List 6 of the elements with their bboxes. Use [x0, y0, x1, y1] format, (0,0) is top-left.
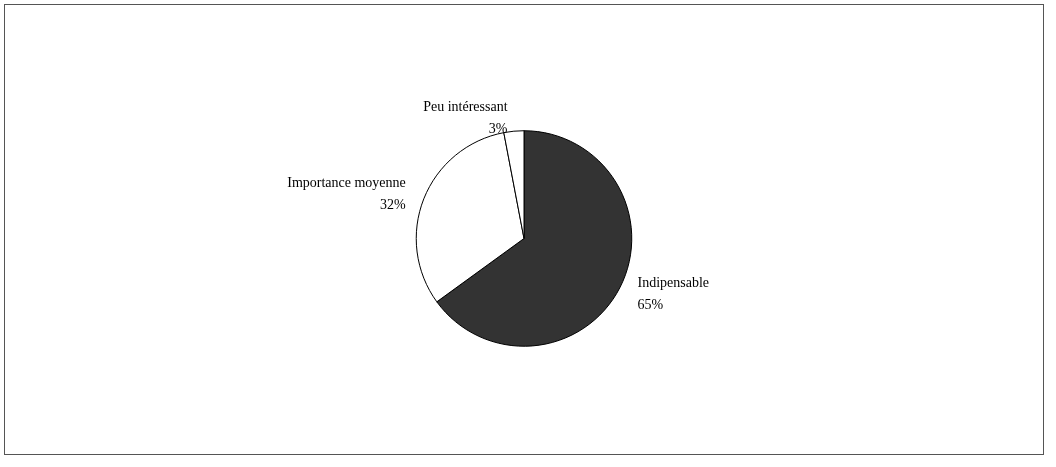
slice-label: Indipensable: [637, 275, 710, 291]
slice-label: Importance moyenne: [287, 175, 406, 191]
data-label: 3%: [488, 120, 508, 136]
data-label: 32%: [380, 197, 407, 213]
slice-label: Peu intéressant: [423, 98, 508, 114]
data-label: 65%: [637, 297, 664, 313]
